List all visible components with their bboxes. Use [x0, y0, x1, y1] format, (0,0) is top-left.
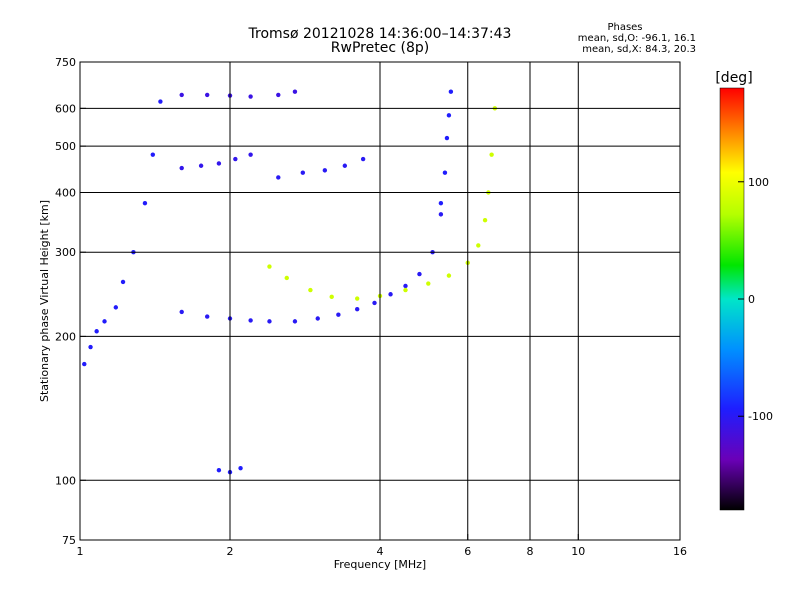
data-point [120, 279, 126, 285]
data-point [403, 287, 408, 293]
x-tick-label: 8 [527, 545, 534, 558]
y-tick-label: 75 [62, 534, 76, 547]
data-point [198, 163, 204, 168]
data-point [476, 243, 481, 248]
x-tick-label: 16 [673, 545, 687, 558]
y-tick-label: 400 [55, 186, 76, 199]
data-point [216, 161, 222, 166]
y-tick-label: 500 [55, 140, 76, 153]
data-point [248, 318, 253, 323]
data-point [292, 89, 298, 94]
data-point [238, 465, 243, 471]
colorbar-tick-label: 0 [748, 293, 755, 306]
data-point [204, 92, 210, 98]
data-point [276, 175, 281, 180]
chart-title: Tromsø 20121028 14:36:00–14:37:43 [248, 26, 512, 42]
colorbar-tick-label: 100 [748, 176, 769, 189]
data-point [446, 273, 452, 278]
data-point [267, 319, 272, 324]
axis-ticks: 1 2 4 6 8 10 16 75 100 200 300 400 500 600 750 [55, 56, 687, 558]
y-tick-label: 600 [55, 102, 76, 115]
data-point [102, 319, 107, 324]
data-point [82, 361, 87, 367]
data-point [179, 92, 184, 98]
grid-lines [80, 62, 680, 540]
data-point [179, 165, 184, 171]
y-tick-label: 200 [55, 330, 76, 343]
data-point [438, 200, 444, 206]
colorbar-tick-label: -100 [748, 410, 773, 423]
data-point [360, 156, 366, 162]
data-point [150, 152, 156, 157]
data-points [82, 89, 498, 475]
x-tick-label: 4 [377, 545, 384, 558]
data-point [372, 300, 377, 306]
data-point [446, 113, 452, 118]
data-point [158, 99, 163, 104]
data-point [94, 329, 99, 334]
data-point [248, 94, 253, 99]
data-point [113, 305, 119, 310]
data-point [448, 89, 454, 94]
data-point [142, 200, 148, 206]
data-point [489, 152, 494, 157]
y-axis-label: Stationary phase Virtual Height [km] [38, 200, 51, 402]
x-tick-label: 10 [571, 545, 585, 558]
data-point [417, 271, 422, 277]
data-point [388, 292, 393, 297]
y-tick-label: 300 [55, 246, 76, 259]
colorbar-ticks: 100 0 -100 [738, 176, 773, 423]
data-point [308, 287, 313, 293]
data-point [216, 467, 222, 473]
phase-stats-title: Phases [607, 22, 643, 33]
data-point [329, 294, 334, 300]
chart-subtitle: RwPretec (8p) [330, 40, 430, 56]
colorbar-unit: [deg] [715, 70, 752, 86]
data-point [354, 306, 360, 312]
data-point [438, 212, 444, 217]
data-point [354, 296, 360, 301]
y-tick-label: 100 [55, 474, 76, 487]
data-point [88, 344, 93, 350]
x-tick-label: 1 [77, 545, 84, 558]
data-point [315, 316, 320, 321]
data-point [426, 281, 431, 286]
data-point [300, 170, 306, 175]
data-point [482, 218, 488, 223]
data-point [342, 163, 348, 168]
data-point [403, 283, 408, 289]
data-point [276, 92, 281, 98]
data-point [267, 264, 272, 269]
x-axis-label: Frequency [MHz] [334, 558, 426, 571]
x-tick-label: 2 [227, 545, 234, 558]
data-point [248, 152, 253, 157]
data-point [179, 309, 184, 315]
data-point [442, 170, 448, 175]
y-tick-label: 750 [55, 56, 76, 69]
data-point [204, 314, 210, 319]
data-point [233, 156, 238, 162]
phase-stats-x: mean, sd,X: 84.3, 20.3 [582, 44, 696, 55]
x-tick-label: 6 [464, 545, 471, 558]
data-point [444, 135, 450, 141]
data-point [322, 168, 328, 173]
phase-stats-o: mean, sd,O: -96.1, 16.1 [577, 33, 696, 44]
data-point [292, 319, 298, 324]
data-point [336, 312, 341, 317]
data-point [284, 275, 289, 281]
